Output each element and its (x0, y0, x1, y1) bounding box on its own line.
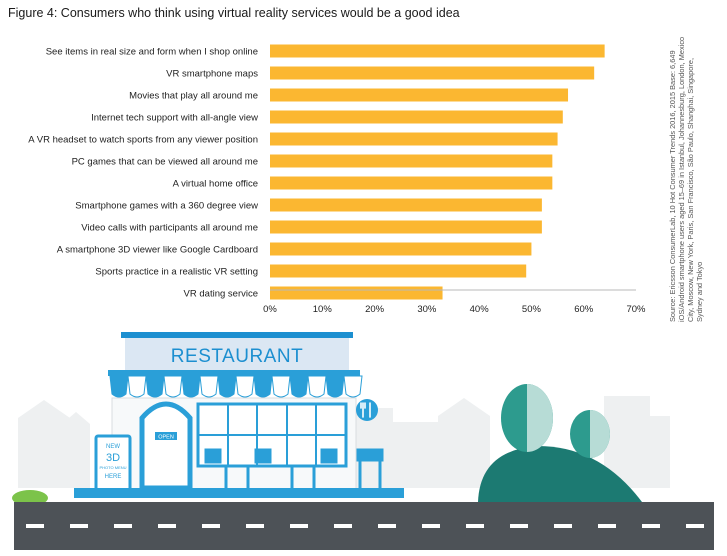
bar (270, 264, 527, 278)
open-sign (155, 432, 177, 440)
category-label: Sports practice in a realistic VR settin… (95, 267, 258, 278)
x-tick-label: 20% (365, 304, 385, 315)
awning-stripe (325, 375, 345, 398)
category-label: Movies that play all around me (129, 91, 258, 102)
menu-board-line: NEW (106, 444, 120, 450)
menu-board-line: 3D (106, 452, 120, 464)
road-dash (686, 524, 704, 528)
sign-board (125, 338, 349, 370)
category-label: See items in real size and form when I s… (46, 47, 258, 58)
road-dash (70, 524, 88, 528)
category-labels: See items in real size and form when I s… (28, 47, 258, 300)
bar (270, 44, 605, 58)
road-dash (510, 524, 528, 528)
category-label: PC games that can be viewed all around m… (72, 157, 258, 168)
road-dash (114, 524, 132, 528)
awning-stripe (127, 375, 147, 398)
awning-stripes (109, 375, 363, 398)
sign-top-bar (121, 332, 353, 338)
storefront-base (74, 488, 404, 498)
fork-knife-glyph (360, 402, 371, 418)
bar-chart: See items in real size and form when I s… (28, 44, 646, 315)
road-dash (422, 524, 440, 528)
awning-stripe (343, 375, 363, 398)
awning-stripe (199, 375, 219, 398)
awning-stripe (109, 375, 129, 398)
road-dash (466, 524, 484, 528)
x-tick-label: 0% (263, 304, 277, 315)
bar (270, 220, 542, 234)
road-dash (202, 524, 220, 528)
x-tick-label: 30% (417, 304, 437, 315)
road-dashes (26, 524, 704, 528)
bar (270, 66, 595, 80)
awning-stripe (163, 375, 183, 398)
restaurant-sign-text: RESTAURANT (171, 346, 303, 367)
bar (270, 286, 443, 300)
door (139, 401, 193, 491)
road-dash (158, 524, 176, 528)
bar (270, 242, 532, 256)
open-sign-text: OPEN (158, 435, 174, 441)
bar (270, 88, 569, 102)
menu-board-line: PHOTO MENU (99, 465, 126, 470)
awning-stripe (307, 375, 327, 398)
road-dash (26, 524, 44, 528)
road-dash (642, 524, 660, 528)
category-label: A VR headset to watch sports from any vi… (28, 135, 258, 146)
road-dash (334, 524, 352, 528)
x-tick-label: 40% (470, 304, 490, 315)
outdoor-tables (204, 448, 384, 490)
road-dash (246, 524, 264, 528)
bar (270, 132, 558, 146)
road-dash (598, 524, 616, 528)
x-tick-label: 70% (626, 304, 646, 315)
awning-stripe (253, 375, 273, 398)
category-label: Smartphone games with a 360 degree view (75, 201, 258, 212)
road-dash (378, 524, 396, 528)
bar (270, 198, 542, 212)
x-tick-label: 60% (574, 304, 594, 315)
category-label: VR dating service (184, 289, 258, 300)
awning-stripe (217, 375, 237, 398)
background-buildings (18, 396, 670, 488)
x-tick-label: 10% (313, 304, 333, 315)
road-dash (554, 524, 572, 528)
awning-stripe (289, 375, 309, 398)
awning-stripe (235, 375, 255, 398)
category-label: A virtual home office (173, 179, 258, 190)
x-tick-label: 50% (522, 304, 542, 315)
bars (270, 44, 605, 300)
category-label: Video calls with participants all around… (81, 223, 258, 234)
category-label: VR smartphone maps (166, 69, 258, 80)
chart-title: Figure 4: Consumers who think using virt… (8, 6, 460, 20)
road-dash (290, 524, 308, 528)
awning-stripe (181, 375, 201, 398)
awning-stripe (145, 375, 165, 398)
category-label: Internet tech support with all-angle vie… (91, 113, 258, 124)
bar (270, 110, 563, 124)
bush (478, 446, 642, 502)
fork-knife-icon (356, 399, 378, 421)
x-tick-labels: 0% 10% 20% 30% 40% 50% 60% 70% (263, 304, 646, 315)
awning-top (108, 370, 360, 376)
source-note: Source: Ericsson ConsumerLab, 10 Hot Con… (668, 36, 704, 322)
menu-board-line: HERE (105, 474, 122, 480)
bar (270, 154, 553, 168)
bar (270, 176, 553, 190)
category-label: A smartphone 3D viewer like Google Cardb… (57, 245, 258, 256)
awning-stripe (271, 375, 291, 398)
